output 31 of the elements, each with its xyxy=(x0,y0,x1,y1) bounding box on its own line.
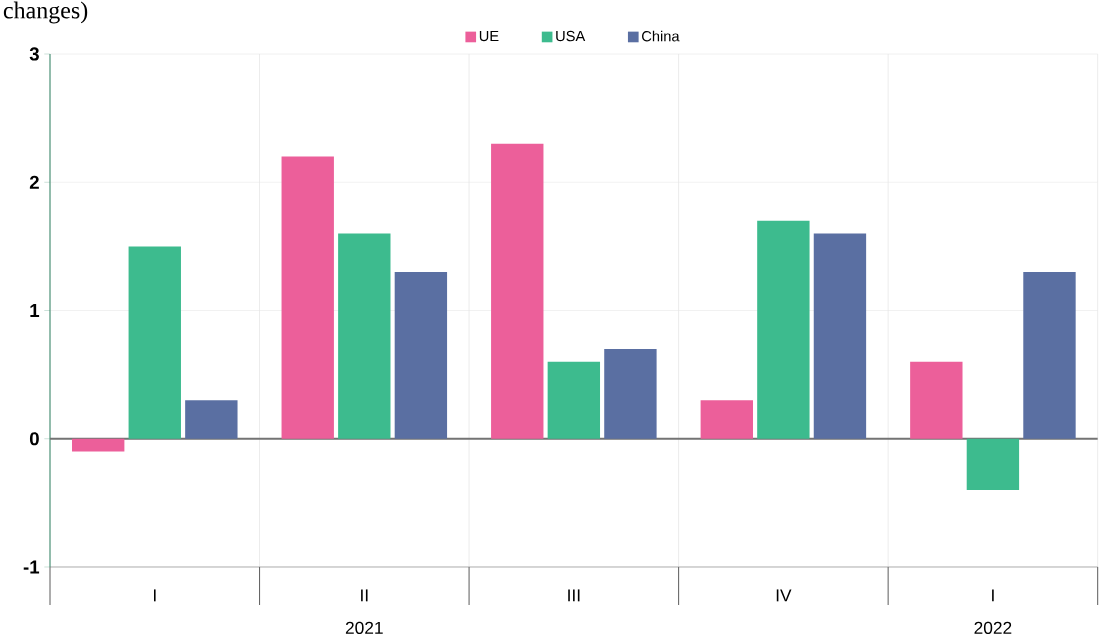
x-tick-label: IV xyxy=(776,589,792,602)
y-tick-label: 2 xyxy=(29,175,39,189)
bar xyxy=(604,348,657,439)
y-tick-label: 3 xyxy=(29,47,39,61)
bar xyxy=(757,220,810,439)
y-tick-label: 0 xyxy=(29,432,39,446)
x-tick-label: II xyxy=(361,589,368,602)
bar xyxy=(491,143,544,439)
bar xyxy=(910,361,963,439)
bar xyxy=(700,400,753,439)
legend-label: China xyxy=(642,30,680,42)
bar xyxy=(72,438,125,452)
bar xyxy=(394,272,448,439)
x-tick-label: I xyxy=(153,589,156,602)
bar xyxy=(1023,272,1076,439)
legend-label: UE xyxy=(479,30,499,42)
x-tick-label: III xyxy=(568,589,580,602)
bar xyxy=(185,400,238,439)
text: changes) xyxy=(3,1,88,24)
bar xyxy=(338,233,391,439)
y-tick-label: 1 xyxy=(30,304,40,317)
legend-label: USA xyxy=(556,30,586,42)
bar xyxy=(966,438,1020,491)
text: 2022 xyxy=(974,621,1012,634)
bar xyxy=(813,233,867,439)
x-tick-label: I xyxy=(992,589,994,602)
bar xyxy=(128,246,181,439)
y-tick-label: -1 xyxy=(23,560,40,574)
bar xyxy=(281,156,334,439)
text: 2021 xyxy=(345,621,383,634)
bar xyxy=(547,361,601,439)
